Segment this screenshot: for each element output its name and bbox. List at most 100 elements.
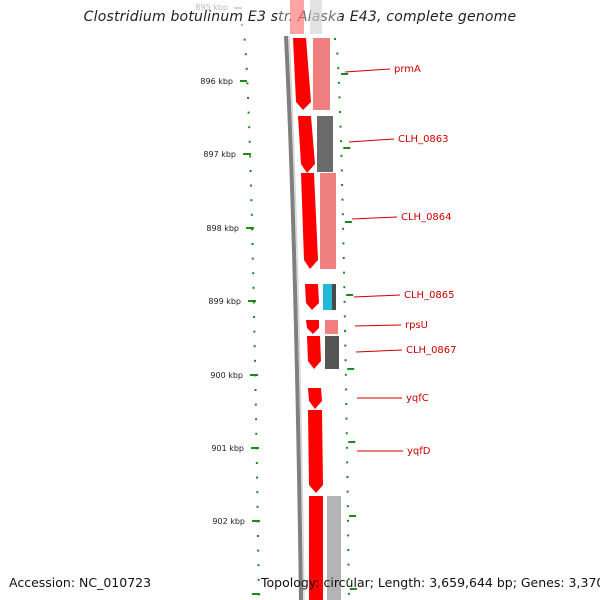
scale-ticks: 895 kbp 896 kbp 897 kbp 898 kbp 899 kbp … xyxy=(195,3,260,595)
gene-leader-CLH_0865 xyxy=(353,294,401,298)
ruler-dot xyxy=(257,578,260,581)
ruler-dot xyxy=(344,330,347,332)
ruler-dot xyxy=(340,140,342,143)
ruler-dot xyxy=(341,213,344,216)
ruler-dot xyxy=(243,38,246,41)
ruler-dot xyxy=(255,418,258,421)
gene-fade-top-right xyxy=(310,0,322,34)
ruler-dot xyxy=(256,476,259,479)
ruler-dot xyxy=(343,300,346,303)
tick-label-895: 895 kbp xyxy=(195,3,228,12)
gene-label-yqfD: yqfD xyxy=(407,446,431,457)
feature-block-rpsU xyxy=(325,320,338,334)
ruler-dot xyxy=(250,199,253,202)
feature-block-CLH_0864 xyxy=(320,173,336,269)
ruler-dot xyxy=(248,126,251,129)
ruler-dot xyxy=(252,301,255,304)
ruler-dot xyxy=(346,505,349,508)
topology-text: Topology: circular; Length: 3,659,644 bp… xyxy=(261,575,600,590)
ruler-dot xyxy=(252,286,255,289)
gene-fade-top-left xyxy=(290,0,304,34)
ruler-dot xyxy=(257,549,260,552)
gene-label-prmA: prmA xyxy=(394,64,421,75)
ruler-dot xyxy=(253,316,256,318)
ruler-dot xyxy=(248,140,251,143)
gene-leader-rpsU xyxy=(354,324,402,327)
cds-arrow-CLH_0867 xyxy=(307,336,321,369)
cds-arrow-bottom xyxy=(309,496,323,600)
gene-leader-CLH_0863 xyxy=(348,138,395,143)
ruler-dot xyxy=(347,592,350,595)
ruler-dot xyxy=(249,170,252,172)
ruler-dot xyxy=(250,213,253,216)
cds-arrow-CLH_0865 xyxy=(305,284,319,310)
gene-label-yqfC: yqfC xyxy=(406,393,429,404)
ruler-dot xyxy=(345,403,348,405)
ruler-dot xyxy=(255,432,258,435)
cds-arrow-prmA xyxy=(293,38,311,110)
tick-label-899: 899 kbp xyxy=(208,297,241,306)
ruler-dot xyxy=(340,154,343,157)
ruler-dot xyxy=(250,184,252,187)
ruler-dot xyxy=(247,97,250,99)
ruler-dot xyxy=(343,271,345,274)
ruler-dot xyxy=(255,462,258,464)
tick-label-902: 902 kbp xyxy=(212,517,245,526)
ruler-dot xyxy=(254,403,257,406)
ruler-dot xyxy=(245,67,248,70)
cds-arrow-CLH_0864 xyxy=(301,173,318,269)
ruler-dotted-line xyxy=(241,24,260,596)
ruler-dot xyxy=(257,535,259,537)
gene-leader-prmA xyxy=(344,68,391,73)
ruler-dot xyxy=(339,125,342,128)
cds-arrow-rpsU xyxy=(306,320,319,334)
ruler-dot xyxy=(256,505,259,508)
cds-arrow-yqfD xyxy=(308,410,323,493)
ruler-dot xyxy=(254,389,257,391)
ruler-dot xyxy=(342,257,345,259)
ruler-dot xyxy=(343,286,346,289)
ruler-dot xyxy=(341,198,344,201)
ruler-dot xyxy=(347,549,350,551)
ruler-dot xyxy=(347,519,349,522)
ruler-dot xyxy=(241,24,243,26)
feature-block-CLH_0867 xyxy=(325,336,339,369)
right-dotted-line xyxy=(334,38,357,595)
ruler-dot xyxy=(251,257,254,260)
ruler-dot xyxy=(341,184,344,186)
ruler-dot xyxy=(345,432,348,435)
gene-label-CLH_0865: CLH_0865 xyxy=(404,290,455,301)
feature-block-bottom xyxy=(327,496,341,600)
tick-label-898: 898 kbp xyxy=(206,224,239,233)
gene-labels: prmA CLH_0863 CLH_0864 CLH_0865 rpsU CLH… xyxy=(344,64,457,457)
tick-label-897: 897 kbp xyxy=(203,150,236,159)
ruler-dot xyxy=(342,227,345,230)
ruler-dot xyxy=(257,564,260,567)
tick-label-900: 900 kbp xyxy=(210,371,243,380)
ruler-dot xyxy=(345,417,348,420)
genome-backbone-highlight xyxy=(288,35,305,600)
accession-text: Accession: NC_010723 xyxy=(9,575,152,590)
ruler-dot xyxy=(346,461,349,464)
ruler-dot xyxy=(251,243,254,245)
gene-leader-CLH_0864 xyxy=(351,216,398,220)
gene-label-rpsU: rpsU xyxy=(405,320,428,331)
tick-label-901: 901 kbp xyxy=(211,444,244,453)
ruler-dot xyxy=(342,242,345,245)
ruler-dot xyxy=(254,359,256,362)
cds-arrow-CLH_0863 xyxy=(298,116,315,173)
ruler-dot xyxy=(246,82,249,85)
gene-label-CLH_0864: CLH_0864 xyxy=(401,212,452,223)
gene-leader-CLH_0867 xyxy=(355,349,403,353)
ruler-dot xyxy=(347,578,350,581)
ruler-dot xyxy=(345,388,348,391)
ruler-dot xyxy=(346,490,349,493)
ruler-dot xyxy=(252,272,255,275)
gene-label-CLH_0863: CLH_0863 xyxy=(398,134,449,145)
feature-block-prmA xyxy=(313,38,330,110)
ruler-dot xyxy=(253,330,256,333)
ruler-dot xyxy=(338,96,341,99)
cds-track xyxy=(293,38,323,600)
ruler-dot xyxy=(253,345,256,348)
